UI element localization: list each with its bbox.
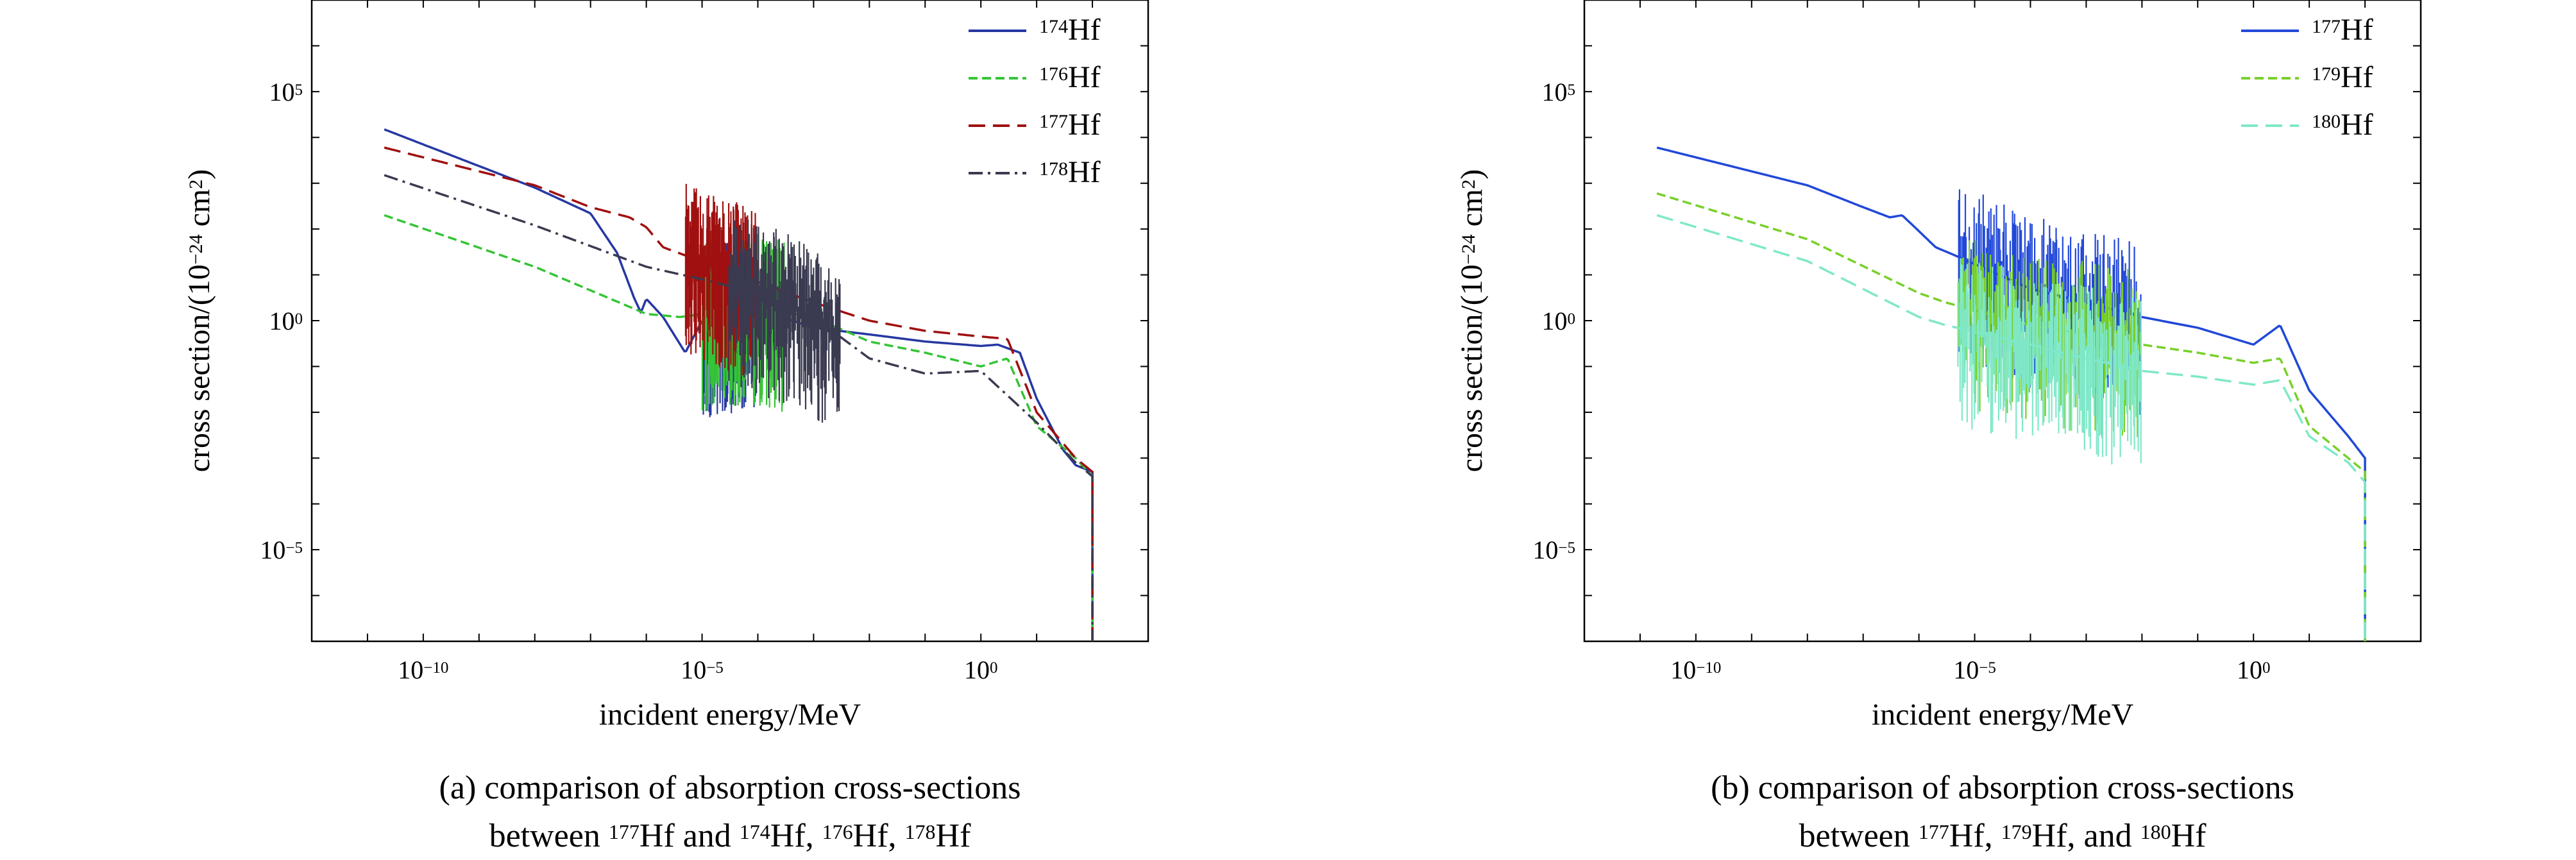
legend-label: 177Hf [2312, 13, 2373, 47]
legend-label: 178Hf [1039, 155, 1101, 189]
y-tick-label: 100 [1542, 307, 1576, 335]
series-180Hf [1656, 214, 2366, 641]
axis-ticks [311, 0, 1149, 642]
y-tick-label: 10−5 [1532, 535, 1575, 564]
x-tick-label: 100 [2237, 655, 2271, 684]
y-tick-label: 100 [269, 307, 303, 335]
x-tick-label: 10−5 [681, 655, 724, 684]
legend-label: 179Hf [2312, 60, 2373, 94]
panel-a: 10−10 10−5 100 105 100 10−5 incident energy/Me… [182, 0, 1149, 854]
y-axis-label: cross section/(10−24 cm2) [182, 169, 216, 472]
caption-line-1: (b) comparison of absorption cross-secti… [1711, 770, 2294, 806]
legend-label: 176Hf [1039, 60, 1101, 94]
y-tick-label: 105 [1542, 78, 1576, 106]
x-axis-label: incident energy/MeV [1872, 698, 2134, 732]
legend-label: 180Hf [2312, 108, 2373, 142]
y-axis-label: cross section/(10−24 cm2) [1455, 169, 1489, 472]
x-axis-label: incident energy/MeV [599, 698, 861, 732]
series-line [384, 214, 1094, 641]
legend: 177Hf 179Hf 180Hf [2241, 13, 2373, 142]
series-179Hf [1656, 192, 2366, 641]
legend-label: 174Hf [1039, 13, 1101, 47]
series-group [1656, 146, 2366, 641]
panel-b: 10−10 10−5 100 105 100 10−5 incident energy/Me… [1455, 0, 2422, 854]
series-group [384, 128, 1094, 641]
x-tick-label: 10−5 [1953, 655, 1996, 684]
caption-line-2: between 177Hf and 174Hf, 176Hf, 178Hf [489, 818, 972, 854]
series-line [1656, 192, 2366, 641]
x-tick-label: 10−10 [1670, 655, 1721, 684]
y-tick-label: 105 [269, 78, 303, 106]
series-line [384, 174, 1094, 641]
caption-line-1: (a) comparison of absorption cross-secti… [439, 770, 1021, 806]
legend: 174Hf 176Hf 177Hf 178Hf [969, 13, 1101, 189]
x-tick-label: 100 [964, 655, 998, 684]
series-178Hf [384, 174, 1094, 641]
y-tick-label: 10−5 [260, 535, 303, 564]
legend-label: 177Hf [1039, 108, 1101, 142]
x-tick-label: 10−10 [398, 655, 448, 684]
caption-line-2: between 177Hf, 179Hf, and 180Hf [1799, 818, 2207, 854]
